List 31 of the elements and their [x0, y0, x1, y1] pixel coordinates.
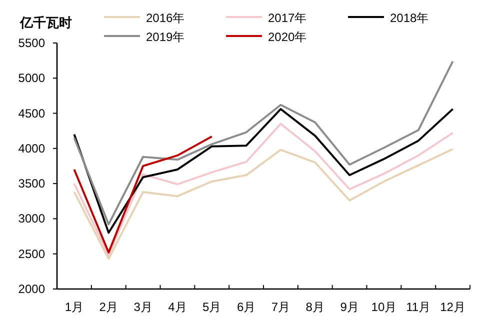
line-series	[73, 148, 454, 260]
y-axis-title: 亿千瓦时	[19, 15, 72, 30]
legend-label: 2018年	[390, 11, 429, 25]
x-tick-label: 3月	[134, 300, 152, 314]
x-tick-label: 7月	[271, 300, 290, 314]
x-tick-label: 1月	[64, 300, 84, 314]
x-tick-label: 8月	[306, 300, 324, 314]
legend-label: 2020年	[268, 30, 307, 44]
y-tick-label: 5000	[18, 71, 46, 86]
line-series	[73, 135, 213, 254]
y-tick-label: 2000	[18, 282, 46, 296]
line-series	[73, 60, 454, 226]
x-tick-label: 4月	[168, 300, 187, 314]
y-tick-label: 5500	[18, 36, 46, 50]
x-tick-label: 6月	[236, 300, 256, 314]
x-tick-label: 10月	[371, 300, 397, 314]
x-tick-label: 9月	[340, 300, 359, 314]
legend-label: 2019年	[146, 30, 185, 44]
y-tick-label: 3500	[18, 176, 46, 191]
line-series	[73, 122, 454, 256]
y-tick-label: 3000	[18, 212, 46, 226]
x-tick-label: 5月	[202, 300, 222, 314]
x-tick-label: 12月	[440, 300, 466, 314]
x-tick-label: 2月	[99, 300, 118, 314]
line-series	[73, 108, 454, 234]
legend-label: 2016年	[146, 11, 185, 25]
y-tick-label: 4000	[18, 141, 46, 156]
legend-label: 2017年	[268, 11, 307, 25]
x-tick-label: 11月	[406, 300, 431, 314]
y-tick-label: 2500	[18, 246, 46, 261]
y-tick-label: 4500	[18, 106, 46, 120]
